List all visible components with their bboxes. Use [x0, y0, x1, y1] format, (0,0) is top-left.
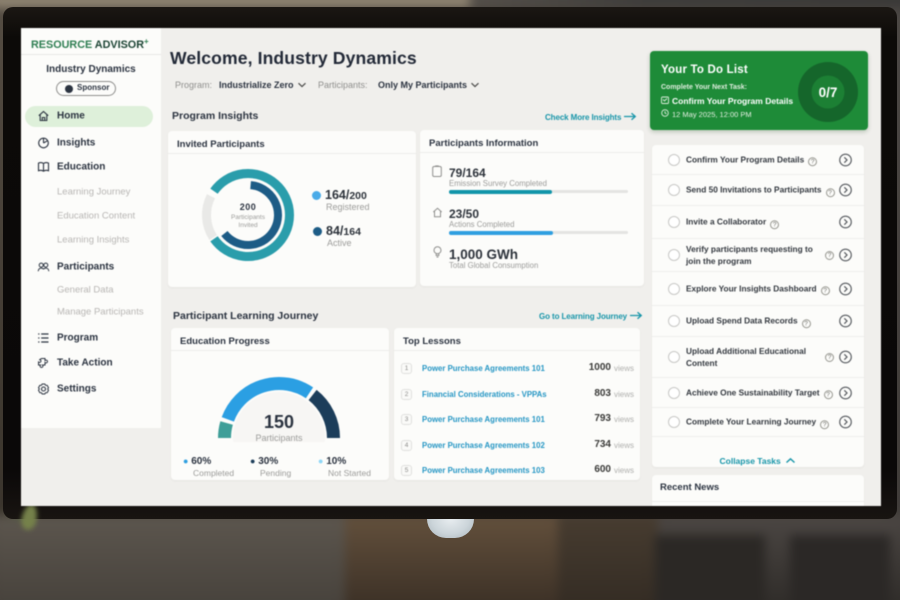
- svg-text:0/7: 0/7: [819, 85, 838, 100]
